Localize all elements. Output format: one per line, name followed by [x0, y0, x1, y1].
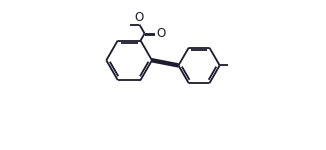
Text: O: O [156, 27, 165, 40]
Text: O: O [135, 11, 144, 24]
